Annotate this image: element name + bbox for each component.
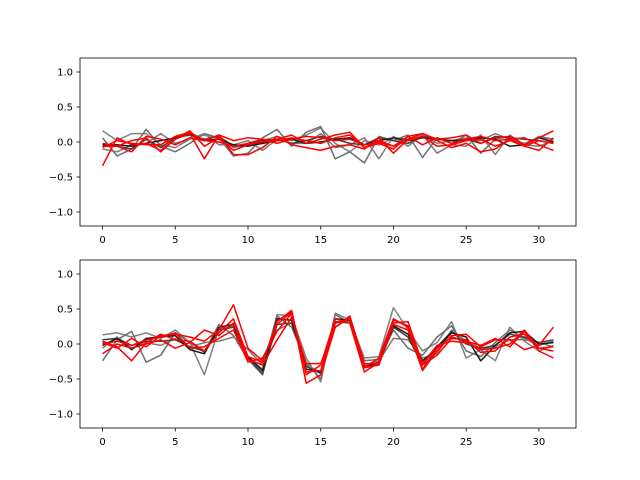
x-tick-label: 25 xyxy=(460,437,473,448)
y-tick-label: 0.5 xyxy=(57,103,73,114)
x-tick-label: 0 xyxy=(99,437,105,448)
y-tick-label: −1.0 xyxy=(49,410,73,421)
series-line-8 xyxy=(102,131,554,149)
series-line-6 xyxy=(102,309,554,376)
x-tick-label: 20 xyxy=(387,437,400,448)
x-tick-label: 20 xyxy=(387,235,400,246)
x-tick-label: 30 xyxy=(533,437,546,448)
y-tick-label: 1.0 xyxy=(57,270,73,281)
x-tick-label: 10 xyxy=(242,235,255,246)
y-tick-label: 0.5 xyxy=(57,305,73,316)
x-tick-label: 30 xyxy=(533,235,546,246)
x-tick-label: 5 xyxy=(172,437,178,448)
x-tick-label: 0 xyxy=(99,235,105,246)
series-line-7 xyxy=(102,134,554,153)
y-tick-label: 0.0 xyxy=(57,138,73,149)
x-tick-label: 25 xyxy=(460,235,473,246)
series-line-6 xyxy=(102,130,554,153)
y-tick-label: −1.0 xyxy=(49,208,73,219)
bottom-subplot: 0 5 10 15 20 25 30 −1.0 −0.5 0.0 0.5 1.0 xyxy=(49,259,577,448)
y-tick-label: −0.5 xyxy=(49,375,73,386)
series-line-8 xyxy=(102,312,554,373)
x-tick-label: 10 xyxy=(242,437,255,448)
x-tick-label: 15 xyxy=(314,235,327,246)
x-tick-label: 5 xyxy=(172,235,178,246)
y-tick-label: 1.0 xyxy=(57,68,73,79)
x-tick-label: 15 xyxy=(314,437,327,448)
plot-area xyxy=(101,304,555,384)
plot-area xyxy=(101,125,554,167)
top-subplot: 0 5 10 15 20 25 30 −1.0 −0.5 0.0 0.5 1.0 xyxy=(49,57,577,246)
y-tick-label: 0.0 xyxy=(57,340,73,351)
y-tick-label: −0.5 xyxy=(49,173,73,184)
